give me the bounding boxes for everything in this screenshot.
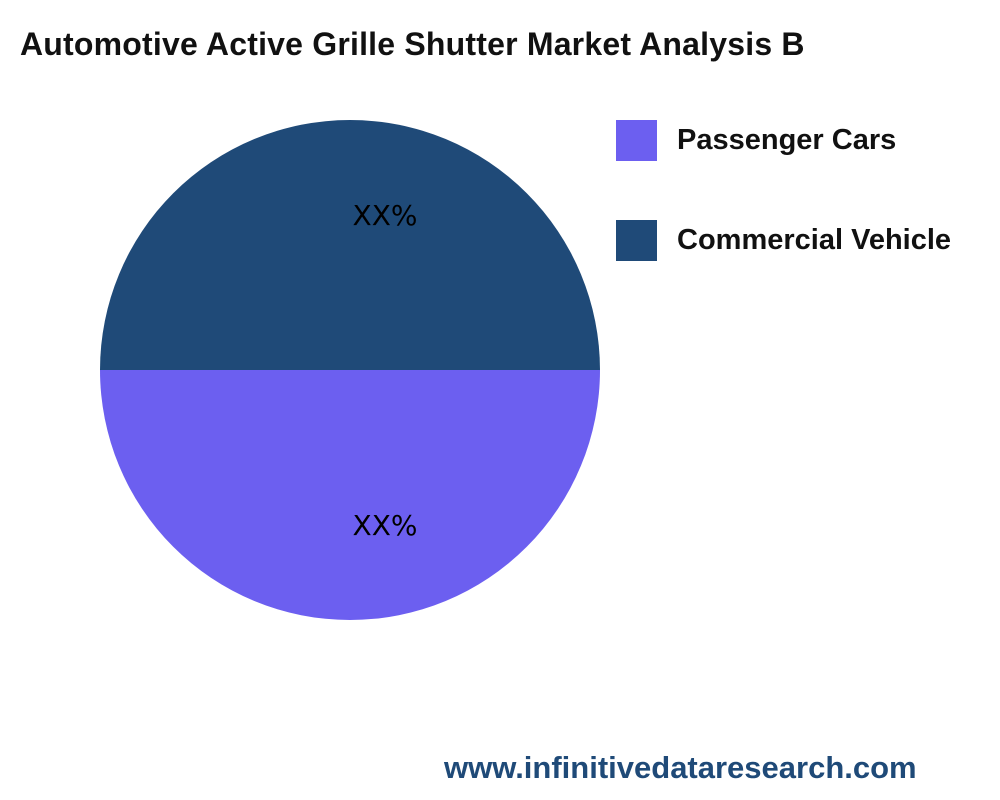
legend-swatch [616,220,657,261]
legend-swatch [616,120,657,161]
pie-slice-passenger-cars [100,370,600,620]
pie-slice-label: XX% [353,199,418,232]
pie-slice-label: XX% [353,509,418,542]
chart-title: Automotive Active Grille Shutter Market … [20,26,805,62]
footer-url: www.infinitivedataresearch.com [444,750,917,785]
pie-slice-commercial-vehicle [100,120,600,370]
legend-label: Passenger Cars [677,124,897,156]
legend-item-passenger-cars: Passenger Cars [616,120,896,161]
legend-label: Commercial Vehicle [677,224,952,256]
legend-item-commercial-vehicles: Commercial Vehicle [616,220,951,261]
